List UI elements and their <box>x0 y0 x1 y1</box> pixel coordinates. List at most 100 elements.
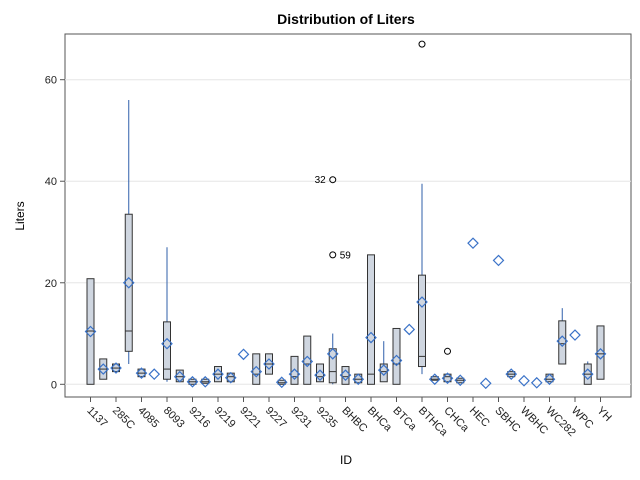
mean-marker <box>199 375 212 388</box>
x-tick-label: 9231 <box>288 405 314 431</box>
mean-marker <box>122 276 135 289</box>
gridlines <box>65 79 631 385</box>
box-group <box>454 374 467 387</box>
box <box>163 321 171 380</box>
mean-marker <box>543 373 556 386</box>
box <box>124 213 133 352</box>
x-tick-label: WBHC <box>518 405 550 437</box>
x-tick-label: 9219 <box>212 405 238 431</box>
outlier-point <box>444 347 451 355</box>
y-tick-label: 40 <box>45 176 57 188</box>
box-group <box>569 329 581 341</box>
x-tick-label: 9227 <box>263 405 289 431</box>
mean-marker <box>556 335 569 348</box>
box <box>379 363 388 383</box>
mean-marker <box>314 369 326 382</box>
box-group <box>479 377 492 390</box>
mean-marker <box>135 367 148 379</box>
box <box>596 325 605 380</box>
box-group <box>314 363 326 383</box>
y-tick-label: 0 <box>51 379 57 391</box>
x-tick-label: 8093 <box>161 405 187 431</box>
mean-marker <box>377 364 390 376</box>
box <box>303 335 312 385</box>
box-group <box>441 347 454 385</box>
outlier-label: 32 <box>315 175 327 186</box>
mean-marker <box>161 337 173 350</box>
box-group <box>428 373 441 386</box>
box-group <box>581 361 594 385</box>
box-group <box>186 375 199 388</box>
box <box>392 327 401 385</box>
box <box>277 379 286 385</box>
mean-marker <box>492 254 505 267</box>
mean-marker <box>352 373 365 386</box>
mean-marker <box>301 355 314 368</box>
box-group <box>518 374 530 387</box>
chart-title: Distribution of Liters <box>277 11 415 27</box>
box <box>201 378 210 384</box>
mean-marker <box>288 368 301 381</box>
mean-marker <box>479 377 492 390</box>
box-group <box>84 278 97 385</box>
box-group <box>543 373 556 386</box>
y-tick-label: 20 <box>45 278 57 290</box>
mean-marker <box>454 374 467 387</box>
x-tick-label: 1137 <box>84 405 109 430</box>
mean-marker <box>250 365 263 378</box>
mean-marker <box>403 323 416 336</box>
mean-marker <box>84 325 97 338</box>
box-group <box>390 327 403 385</box>
box-group <box>556 308 569 365</box>
box-group <box>467 237 479 250</box>
box-group <box>173 369 186 383</box>
mean-marker <box>467 237 479 250</box>
mean-marker <box>365 331 377 344</box>
mean-marker <box>263 358 275 370</box>
y-axis-title: Liters <box>13 201 27 230</box>
mean-marker <box>428 373 441 386</box>
x-tick-label: BHBC <box>339 405 369 435</box>
box-group <box>365 254 377 385</box>
mean-marker <box>581 368 594 381</box>
box-group <box>97 358 110 380</box>
box-group <box>110 362 122 374</box>
mean-marker <box>275 376 288 389</box>
box-group <box>416 40 428 375</box>
box <box>341 366 350 385</box>
x-tick-label: BTCa <box>390 405 419 434</box>
mean-marker <box>441 372 454 385</box>
mean-marker <box>148 368 161 381</box>
box-group <box>263 353 275 375</box>
box-group <box>237 348 250 361</box>
x-axis-title: ID <box>340 453 352 467</box>
box-group <box>212 366 224 383</box>
outlier-label: 59 <box>340 250 352 261</box>
box-group <box>199 375 212 388</box>
box <box>328 348 337 384</box>
outlier-point <box>418 40 426 48</box>
mean-marker <box>594 347 607 360</box>
x-tick-label: 285C <box>110 405 137 432</box>
box-group: 59 32 <box>315 175 352 385</box>
mean-marker <box>530 376 543 389</box>
mean-marker <box>173 370 186 383</box>
box-group <box>505 368 518 381</box>
box <box>252 353 261 385</box>
y-tick-label: 60 <box>45 75 57 87</box>
mean-marker <box>326 347 339 360</box>
mean-marker <box>186 375 199 388</box>
box-group <box>148 368 161 381</box>
box-group <box>377 341 390 383</box>
box-group <box>161 247 173 382</box>
box-group <box>250 353 263 385</box>
box <box>86 278 95 385</box>
box-group <box>339 366 352 385</box>
mean-marker <box>518 374 530 387</box>
mean-marker <box>224 371 237 384</box>
box <box>290 355 299 385</box>
x-tick-label: SBHC <box>492 405 522 435</box>
box-group <box>288 355 301 385</box>
x-tick-label: 9221 <box>237 405 263 431</box>
box <box>443 373 452 383</box>
